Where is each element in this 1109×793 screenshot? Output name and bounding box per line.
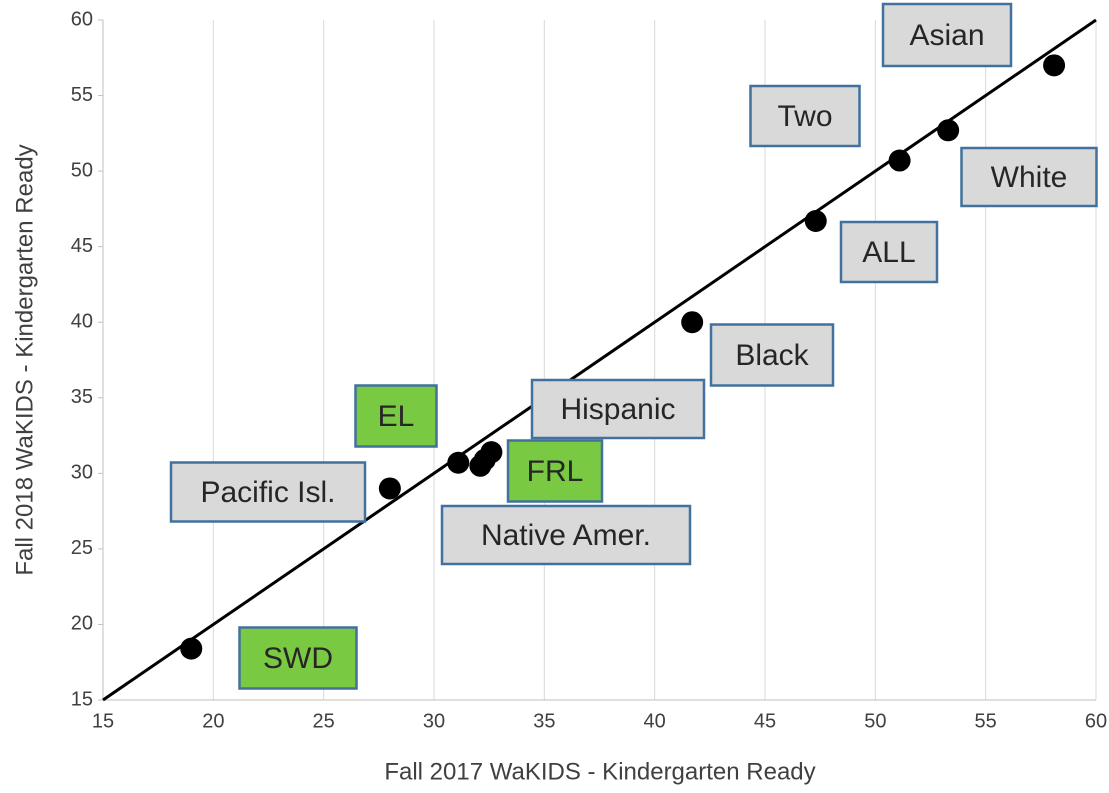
y-tick-label: 30: [71, 462, 93, 484]
point: [447, 451, 470, 474]
y-tick-label: 40: [71, 311, 93, 333]
annotation-box: [960, 146, 1098, 208]
point: [804, 209, 827, 232]
annotation-label: White: [991, 161, 1068, 194]
annotation-box: [881, 2, 1013, 68]
x-tick-label: 45: [754, 710, 776, 732]
y-tick-label: 20: [71, 613, 93, 635]
point: [888, 149, 911, 172]
annotation-label: Two: [777, 100, 832, 133]
x-tick-label: 20: [202, 710, 224, 732]
x-tick-label: 60: [1085, 710, 1107, 732]
point: [378, 477, 401, 500]
x-tick-label: 35: [533, 710, 555, 732]
y-tick-label: 35: [71, 386, 93, 408]
annotation-box: [506, 439, 604, 503]
point: [681, 311, 704, 334]
annotation-label: EL: [378, 400, 415, 433]
x-tick-label: 40: [644, 710, 666, 732]
y-tick-label: 25: [71, 537, 93, 559]
x-tick-label: 25: [313, 710, 335, 732]
annotation-label: Native Amer.: [481, 519, 651, 552]
annotation-box: [709, 323, 835, 387]
annotation-label: Hispanic: [560, 393, 675, 426]
annotation-label: SWD: [263, 642, 333, 675]
point: [1043, 54, 1066, 77]
diagonal-line: [102, 18, 1097, 702]
x-tick-label: 55: [975, 710, 997, 732]
annotation-label: ALL: [862, 236, 915, 269]
annotation-label: FRL: [527, 455, 584, 488]
y-tick-label: 50: [71, 159, 93, 181]
annotation-box: [169, 461, 367, 523]
y-tick-label: 55: [71, 84, 93, 106]
x-tick-label: 30: [423, 710, 445, 732]
annotation-box: [749, 84, 861, 148]
annotation-label: Pacific Isl.: [200, 476, 335, 509]
annotation-box: [839, 220, 939, 284]
annotation-box: [238, 626, 358, 690]
y-tick-label: 60: [71, 8, 93, 30]
y-axis-label: Fall 2018 WaKIDS - Kindergarten Ready: [11, 144, 38, 575]
x-tick-label: 15: [92, 710, 114, 732]
y-tick-label: 15: [71, 688, 93, 710]
x-axis-label: Fall 2017 WaKIDS - Kindergarten Ready: [384, 758, 815, 785]
point: [180, 637, 203, 660]
point: [937, 119, 960, 142]
x-tick-label: 50: [864, 710, 886, 732]
annotation-label: Black: [735, 339, 809, 372]
annotation-box: [530, 378, 706, 440]
annotation-box: [440, 504, 692, 566]
annotation-label: Asian: [909, 19, 984, 52]
point: [480, 441, 503, 464]
annotation-box: [354, 384, 438, 448]
y-tick-label: 45: [71, 235, 93, 257]
